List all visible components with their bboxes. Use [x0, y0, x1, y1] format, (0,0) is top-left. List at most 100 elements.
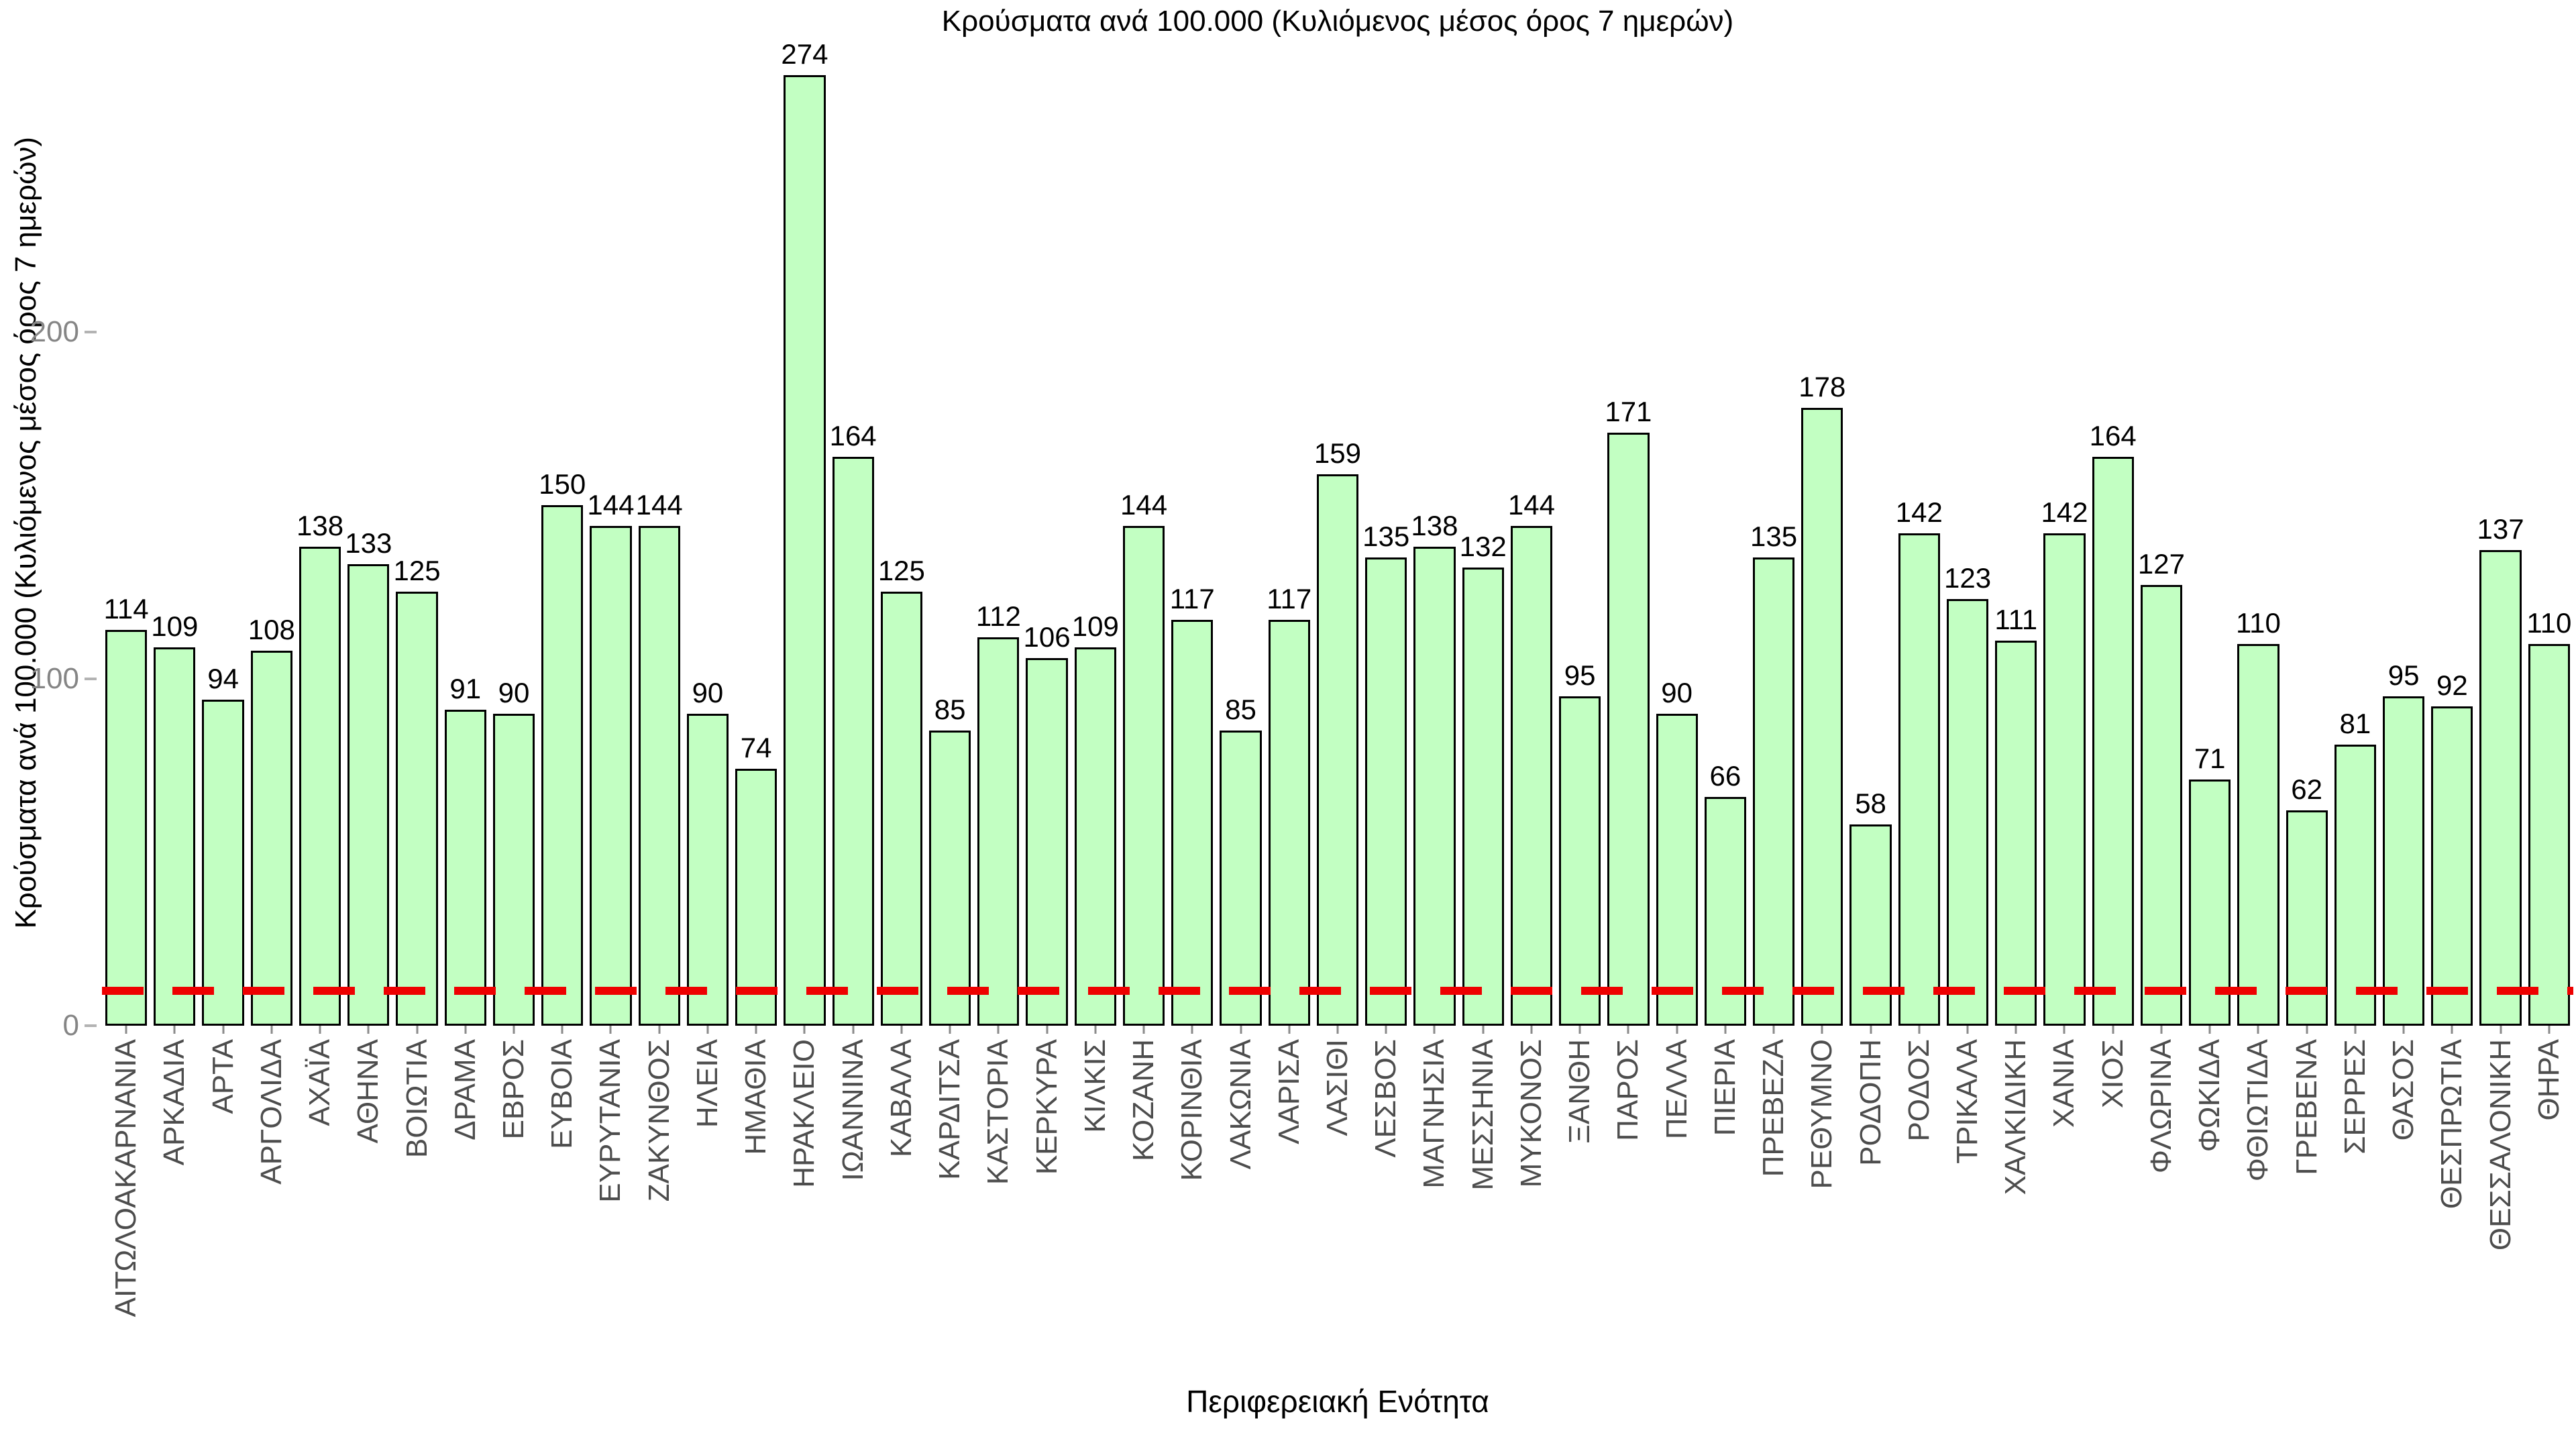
x-tick-label: ΧΑΝΙΑ	[2047, 1039, 2081, 1128]
bar	[2334, 745, 2377, 1026]
x-tick-mark	[997, 1026, 1000, 1034]
bar-value-label: 164	[829, 419, 877, 451]
x-slot: ΤΡΙΚΑΛΑ	[1943, 1026, 1992, 1375]
x-slot: ΛΑΣΙΘΙ	[1313, 1026, 1362, 1375]
bar-value-label: 95	[2387, 659, 2420, 691]
bar	[250, 651, 292, 1026]
bar-slot: 150	[538, 40, 586, 1026]
bar	[2189, 779, 2231, 1026]
x-tick-mark	[1724, 1026, 1727, 1034]
bar-slot: 92	[2428, 40, 2476, 1026]
bar	[1607, 432, 1650, 1026]
bar-value-label: 62	[2291, 773, 2323, 806]
x-tick-mark	[2160, 1026, 2163, 1034]
x-tick-label: ΛΑΡΙΣΑ	[1272, 1039, 1305, 1144]
bar-value-label: 125	[877, 555, 925, 587]
x-slot: ΕΒΡΟΣ	[490, 1026, 538, 1375]
bar	[1365, 557, 1407, 1026]
bar	[977, 637, 1020, 1026]
x-tick-label: ΡΕΘΥΜΝΟ	[1805, 1039, 1839, 1189]
bar	[2140, 585, 2183, 1026]
x-slot: ΧΙΟΣ	[2089, 1026, 2137, 1375]
x-tick-mark	[706, 1026, 709, 1034]
x-tick-mark	[1288, 1026, 1291, 1034]
x-tick-label: ΦΘΙΩΤΙΔΑ	[2241, 1039, 2275, 1182]
bar-value-label: 127	[2137, 548, 2185, 580]
x-slot: ΗΜΑΘΙΑ	[732, 1026, 780, 1375]
x-tick-mark	[1240, 1026, 1242, 1034]
bar	[1801, 408, 1843, 1026]
bar-slot: 90	[684, 40, 732, 1026]
bar	[299, 547, 341, 1026]
x-slot: ΗΡΑΚΛΕΙΟ	[780, 1026, 828, 1375]
x-slot: ΚΟΡΙΝΘΙΑ	[1168, 1026, 1216, 1375]
bar-slot: 178	[1798, 40, 1846, 1026]
x-tick-label: ΤΡΙΚΑΛΑ	[1951, 1039, 1984, 1164]
x-tick-label: ΘΗΡΑ	[2532, 1039, 2565, 1121]
x-slot: ΚΑΣΤΟΡΙΑ	[974, 1026, 1022, 1375]
bar-value-label: 58	[1855, 788, 1886, 819]
x-slot: ΘΕΣΣΑΛΟΝΙΚΗ	[2476, 1026, 2524, 1375]
bar-value-label: 178	[1799, 371, 1846, 403]
chart-title: Κρούσματα ανά 100.000 (Κυλιόμενος μέσος …	[941, 5, 1734, 38]
bar	[2383, 696, 2425, 1026]
x-slot: ΧΑΛΚΙΔΙΚΗ	[1992, 1026, 2040, 1375]
x-slot: ΘΗΡΑ	[2525, 1026, 2573, 1375]
x-slot: ΡΕΘΥΜΝΟ	[1798, 1026, 1846, 1375]
x-tick-label: ΦΛΩΡΙΝΑ	[2144, 1039, 2178, 1174]
y-tick-mark	[85, 677, 97, 680]
bar-value-label: 106	[1023, 621, 1071, 653]
bar-value-label: 137	[2477, 513, 2524, 545]
bar-value-label: 133	[345, 527, 392, 559]
x-tick-label: ΗΜΑΘΙΑ	[739, 1039, 773, 1155]
x-tick-label: ΜΥΚΟΝΟΣ	[1514, 1039, 1548, 1188]
x-tick-mark	[125, 1026, 127, 1034]
bar-value-label: 74	[740, 732, 772, 764]
bar	[735, 769, 777, 1026]
bar-value-label: 123	[1943, 561, 1992, 594]
bar	[2479, 550, 2522, 1026]
bar	[1946, 598, 1989, 1026]
bar	[2092, 456, 2134, 1026]
x-slot: ΡΟΔΟΣ	[1895, 1026, 1943, 1375]
y-tick-label: 0	[62, 1009, 79, 1042]
x-tick-label: ΕΥΡΥΤΑΝΙΑ	[594, 1039, 627, 1203]
bar-slot: 123	[1943, 40, 1992, 1026]
x-slot: ΦΛΩΡΙΝΑ	[2137, 1026, 2186, 1375]
x-slot: ΠΙΕΡΙΑ	[1701, 1026, 1750, 1375]
bar	[1413, 547, 1456, 1026]
bar	[105, 630, 148, 1026]
y-axis: 0 100 200	[0, 40, 102, 1042]
x-slot: ΜΕΣΣΗΝΙΑ	[1459, 1026, 1507, 1375]
x-tick-mark	[1676, 1026, 1678, 1034]
x-slot: ΑΘΗΝΑ	[344, 1026, 392, 1375]
bar	[1026, 657, 1068, 1026]
bar	[638, 526, 680, 1026]
x-tick-mark	[367, 1026, 370, 1034]
x-tick-label: ΓΡΕΒΕΝΑ	[2290, 1039, 2323, 1175]
y-tick-mark	[85, 330, 97, 333]
bar	[396, 592, 438, 1026]
x-tick-mark	[2354, 1026, 2357, 1034]
bar	[1510, 526, 1553, 1026]
bar-slot: 90	[490, 40, 538, 1026]
bar-value-label: 95	[1564, 659, 1596, 691]
bar-value-label: 150	[539, 468, 586, 500]
x-tick-mark	[1530, 1026, 1533, 1034]
x-slot: ΚΑΡΔΙΤΣΑ	[926, 1026, 974, 1375]
x-tick-mark	[755, 1026, 757, 1034]
bar-value-label: 164	[2089, 419, 2137, 451]
bar-slot: 144	[635, 40, 684, 1026]
x-tick-label: ΖΑΚΥΝΘΟΣ	[642, 1039, 676, 1202]
bar-slot: 110	[2525, 40, 2573, 1026]
x-tick-label: ΗΡΑΚΛΕΙΟ	[788, 1039, 821, 1188]
x-slot: ΠΡΕΒΕΖΑ	[1750, 1026, 1798, 1375]
bar	[1074, 647, 1116, 1026]
bar-value-label: 114	[103, 593, 149, 625]
bar-value-label: 108	[248, 614, 295, 646]
x-tick-mark	[1191, 1026, 1193, 1034]
x-slot: ΧΑΝΙΑ	[2040, 1026, 2088, 1375]
bar	[1995, 640, 2037, 1026]
bar	[1220, 731, 1262, 1026]
x-tick-label: ΗΛΕΙΑ	[690, 1039, 724, 1128]
